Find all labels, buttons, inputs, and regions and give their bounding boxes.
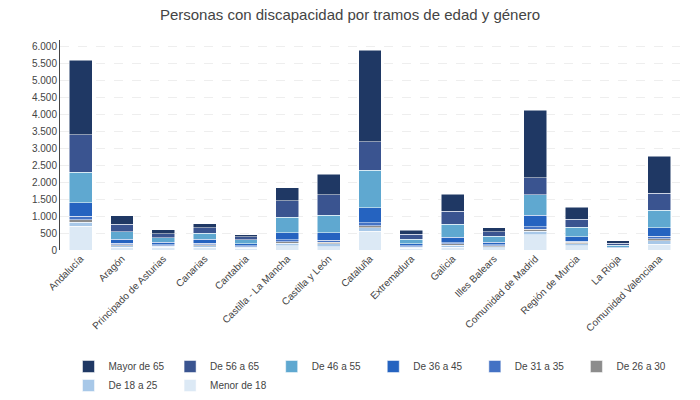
svg-text:Región de Murcia: Región de Murcia <box>518 253 582 317</box>
svg-text:De 36 a 45: De 36 a 45 <box>413 361 462 372</box>
svg-text:Cataluña: Cataluña <box>339 253 375 289</box>
svg-text:De 56 a 65: De 56 a 65 <box>210 361 259 372</box>
svg-text:Castilla y León: Castilla y León <box>279 253 333 307</box>
svg-text:Andalucía: Andalucía <box>46 253 86 293</box>
svg-text:Illes Balears: Illes Balears <box>453 253 499 299</box>
svg-text:Cantabria: Cantabria <box>213 253 252 292</box>
svg-text:2.500: 2.500 <box>32 160 57 171</box>
svg-text:4.000: 4.000 <box>32 109 57 120</box>
svg-text:Comunidad de Madrid: Comunidad de Madrid <box>463 253 540 330</box>
svg-text:5.000: 5.000 <box>32 75 57 86</box>
svg-text:De 18 a 25: De 18 a 25 <box>109 380 158 391</box>
svg-text:Extremadura: Extremadura <box>368 253 417 302</box>
svg-text:De 26 a 30: De 26 a 30 <box>616 361 665 372</box>
svg-text:1.500: 1.500 <box>32 194 57 205</box>
svg-text:Comunidad Valenciana: Comunidad Valenciana <box>584 253 665 334</box>
svg-text:Castilla - La Mancha: Castilla - La Mancha <box>220 253 293 326</box>
svg-text:De 31 a 35: De 31 a 35 <box>515 361 564 372</box>
svg-text:De 46 a 55: De 46 a 55 <box>312 361 361 372</box>
svg-text:5.500: 5.500 <box>32 58 57 69</box>
svg-text:Galicia: Galicia <box>428 253 458 283</box>
svg-text:La Rioja: La Rioja <box>589 253 623 287</box>
svg-text:3.000: 3.000 <box>32 143 57 154</box>
svg-text:1.000: 1.000 <box>32 211 57 222</box>
svg-text:Canarias: Canarias <box>174 253 210 289</box>
svg-text:Principado de Asturias: Principado de Asturias <box>90 253 168 331</box>
svg-text:3.500: 3.500 <box>32 126 57 137</box>
svg-text:6.000: 6.000 <box>32 41 57 52</box>
svg-text:500: 500 <box>40 228 57 239</box>
svg-text:Menor de 18: Menor de 18 <box>210 380 267 391</box>
svg-text:0: 0 <box>51 245 57 256</box>
svg-text:2.000: 2.000 <box>32 177 57 188</box>
svg-text:Aragón: Aragón <box>96 253 127 284</box>
svg-text:Mayor de 65: Mayor de 65 <box>109 361 165 372</box>
svg-text:4.500: 4.500 <box>32 92 57 103</box>
svg-text:Personas con discapacidad por: Personas con discapacidad por tramos de … <box>160 6 540 23</box>
